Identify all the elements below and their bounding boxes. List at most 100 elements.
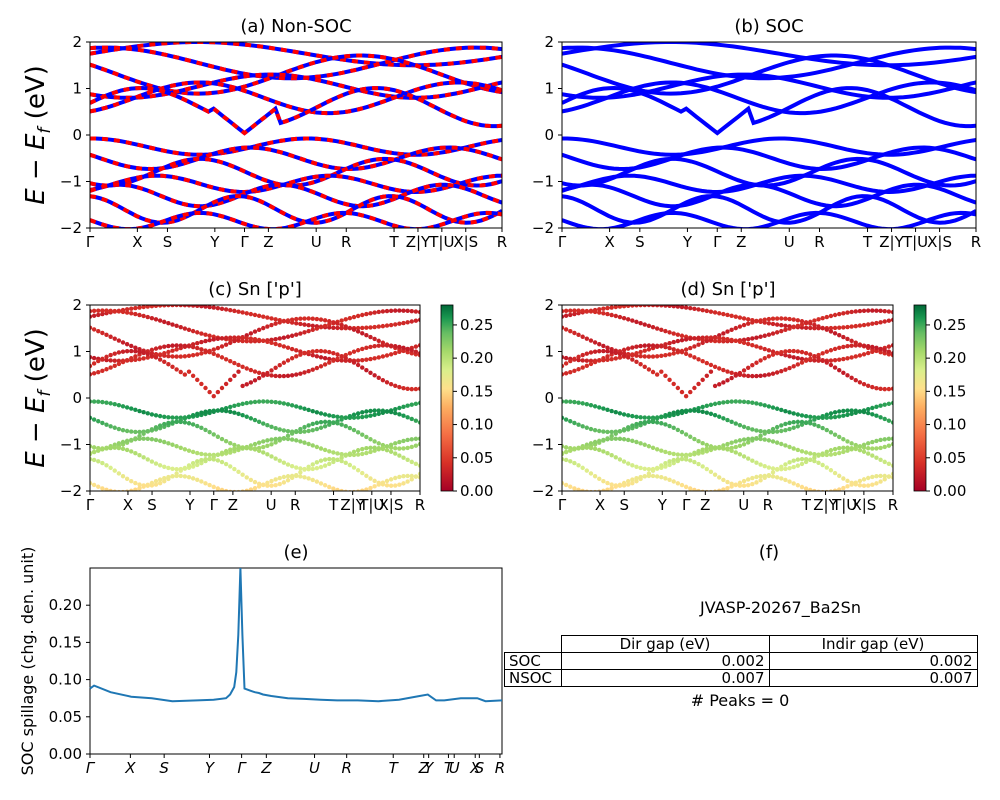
- band-point: [638, 320, 643, 326]
- band-point: [562, 451, 565, 457]
- band-point: [845, 310, 850, 315]
- band-point: [754, 319, 759, 324]
- band-point: [195, 340, 200, 346]
- band-point: [360, 325, 365, 331]
- band-point: [787, 348, 792, 354]
- band-point: [766, 332, 772, 337]
- band-point: [273, 440, 278, 445]
- band-point: [799, 356, 805, 362]
- band-point: [874, 413, 879, 418]
- band-point: [704, 446, 710, 451]
- band-point: [667, 450, 672, 456]
- band-point: [845, 373, 850, 378]
- band-point: [409, 386, 414, 392]
- band-point: [364, 409, 369, 414]
- band-point: [609, 356, 614, 362]
- band-point: [96, 419, 101, 424]
- band-point: [215, 452, 221, 457]
- band-point: [700, 464, 705, 469]
- band-point: [816, 352, 821, 358]
- band-point: [779, 328, 784, 334]
- x-tick-label: Γ: [210, 496, 219, 514]
- band-point: [331, 320, 336, 325]
- band-point: [576, 367, 581, 372]
- band-point: [642, 354, 647, 359]
- band-point: [646, 323, 652, 329]
- band-point: [762, 317, 767, 322]
- band-point: [799, 360, 805, 365]
- band-point: [650, 473, 656, 479]
- band-point: [90, 399, 93, 404]
- band-point: [232, 308, 237, 314]
- band-point: [663, 373, 668, 378]
- band-point: [413, 344, 419, 349]
- band-point: [96, 358, 101, 364]
- band-point: [729, 484, 734, 489]
- band-point: [384, 323, 390, 328]
- band-point: [878, 415, 883, 420]
- band-point: [671, 339, 676, 345]
- band-point: [737, 339, 743, 344]
- band-point: [688, 389, 693, 395]
- band-point: [318, 317, 324, 322]
- x-tick-label: R: [814, 233, 824, 251]
- band-point: [397, 482, 402, 487]
- band-point: [327, 349, 332, 355]
- band-point: [824, 449, 829, 455]
- band-point: [318, 419, 324, 425]
- band-point: [824, 452, 829, 458]
- y-tick-label: 2: [544, 33, 554, 51]
- band-point: [663, 344, 668, 350]
- y-tick-label: 1: [72, 80, 82, 98]
- band-point: [285, 334, 291, 339]
- band-point: [281, 319, 287, 324]
- band-point: [376, 408, 381, 413]
- band-point: [853, 446, 858, 452]
- band-point: [228, 440, 233, 446]
- band-point: [832, 432, 838, 437]
- band-point: [832, 312, 838, 318]
- band-point: [269, 437, 274, 442]
- band-point: [331, 456, 336, 462]
- x-tick-label: X|S: [379, 496, 404, 514]
- band-point: [388, 483, 394, 488]
- band-point: [401, 455, 406, 460]
- band-point: [737, 399, 743, 404]
- band-point: [397, 412, 402, 417]
- band-point: [795, 447, 801, 453]
- band-point: [393, 343, 398, 349]
- band-point: [368, 370, 373, 375]
- panel-e-ylabel: SOC spillage (chg. den. unit): [18, 547, 37, 776]
- band-point: [417, 436, 420, 441]
- band-point: [306, 428, 311, 434]
- band-point: [380, 354, 386, 359]
- band-point: [832, 346, 838, 352]
- band-point: [211, 305, 216, 310]
- band-point: [646, 305, 652, 308]
- band-point: [588, 361, 594, 367]
- band-point: [717, 339, 722, 344]
- band-point: [770, 466, 776, 471]
- band-point: [417, 386, 420, 391]
- band-point: [397, 344, 402, 350]
- band-point: [265, 443, 270, 449]
- band-point: [820, 414, 825, 419]
- y-tick-label: 0: [544, 126, 554, 144]
- y-tick-label: 1: [544, 80, 554, 98]
- x-tick-label: Y: [184, 496, 195, 514]
- band-point: [688, 305, 693, 311]
- band-point: [845, 445, 850, 450]
- band-point: [199, 410, 204, 415]
- band-point: [273, 365, 278, 370]
- band-point: [750, 400, 755, 405]
- band-point: [563, 308, 569, 314]
- band-point: [277, 342, 282, 348]
- band-line: [562, 210, 976, 228]
- band-point: [261, 325, 266, 331]
- band-point: [223, 357, 229, 362]
- band-point: [285, 373, 291, 379]
- band-point: [112, 425, 117, 430]
- band-point: [820, 462, 825, 468]
- peaks-count: # Peaks = 0: [690, 691, 790, 710]
- colorbar-tick-label: 0.25: [460, 316, 493, 334]
